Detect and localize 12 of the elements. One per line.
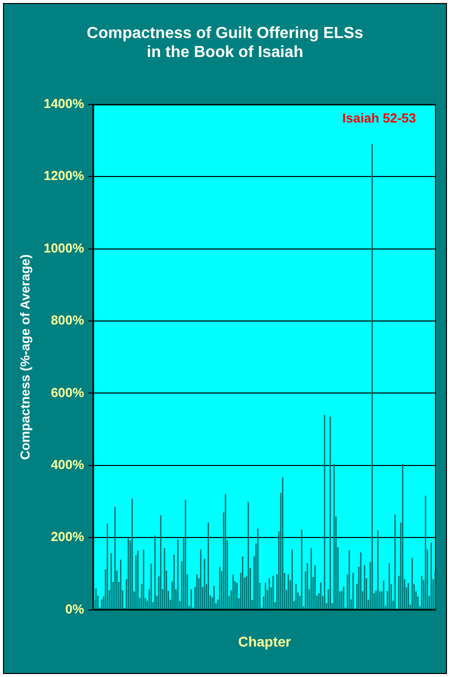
- x-axis-title: Chapter: [238, 633, 292, 650]
- y-tick-label: 200%: [50, 529, 85, 544]
- y-tick-label: 400%: [50, 456, 85, 472]
- y-tick-label: 1400%: [44, 96, 85, 111]
- y-tick-label: 1200%: [44, 168, 85, 184]
- annotation: Isaiah 52-53: [342, 110, 416, 126]
- y-tick-label: 800%: [50, 312, 85, 328]
- chart-title: Compactness of Guilt Offering ELSs in the Book of Isaiah: [86, 25, 364, 62]
- y-axis-title: Compactness (%-age of Average): [17, 254, 32, 460]
- y-tick-label: 0%: [65, 601, 85, 616]
- y-tick-label: 600%: [50, 384, 85, 400]
- y-tick-label: 1000%: [44, 240, 85, 256]
